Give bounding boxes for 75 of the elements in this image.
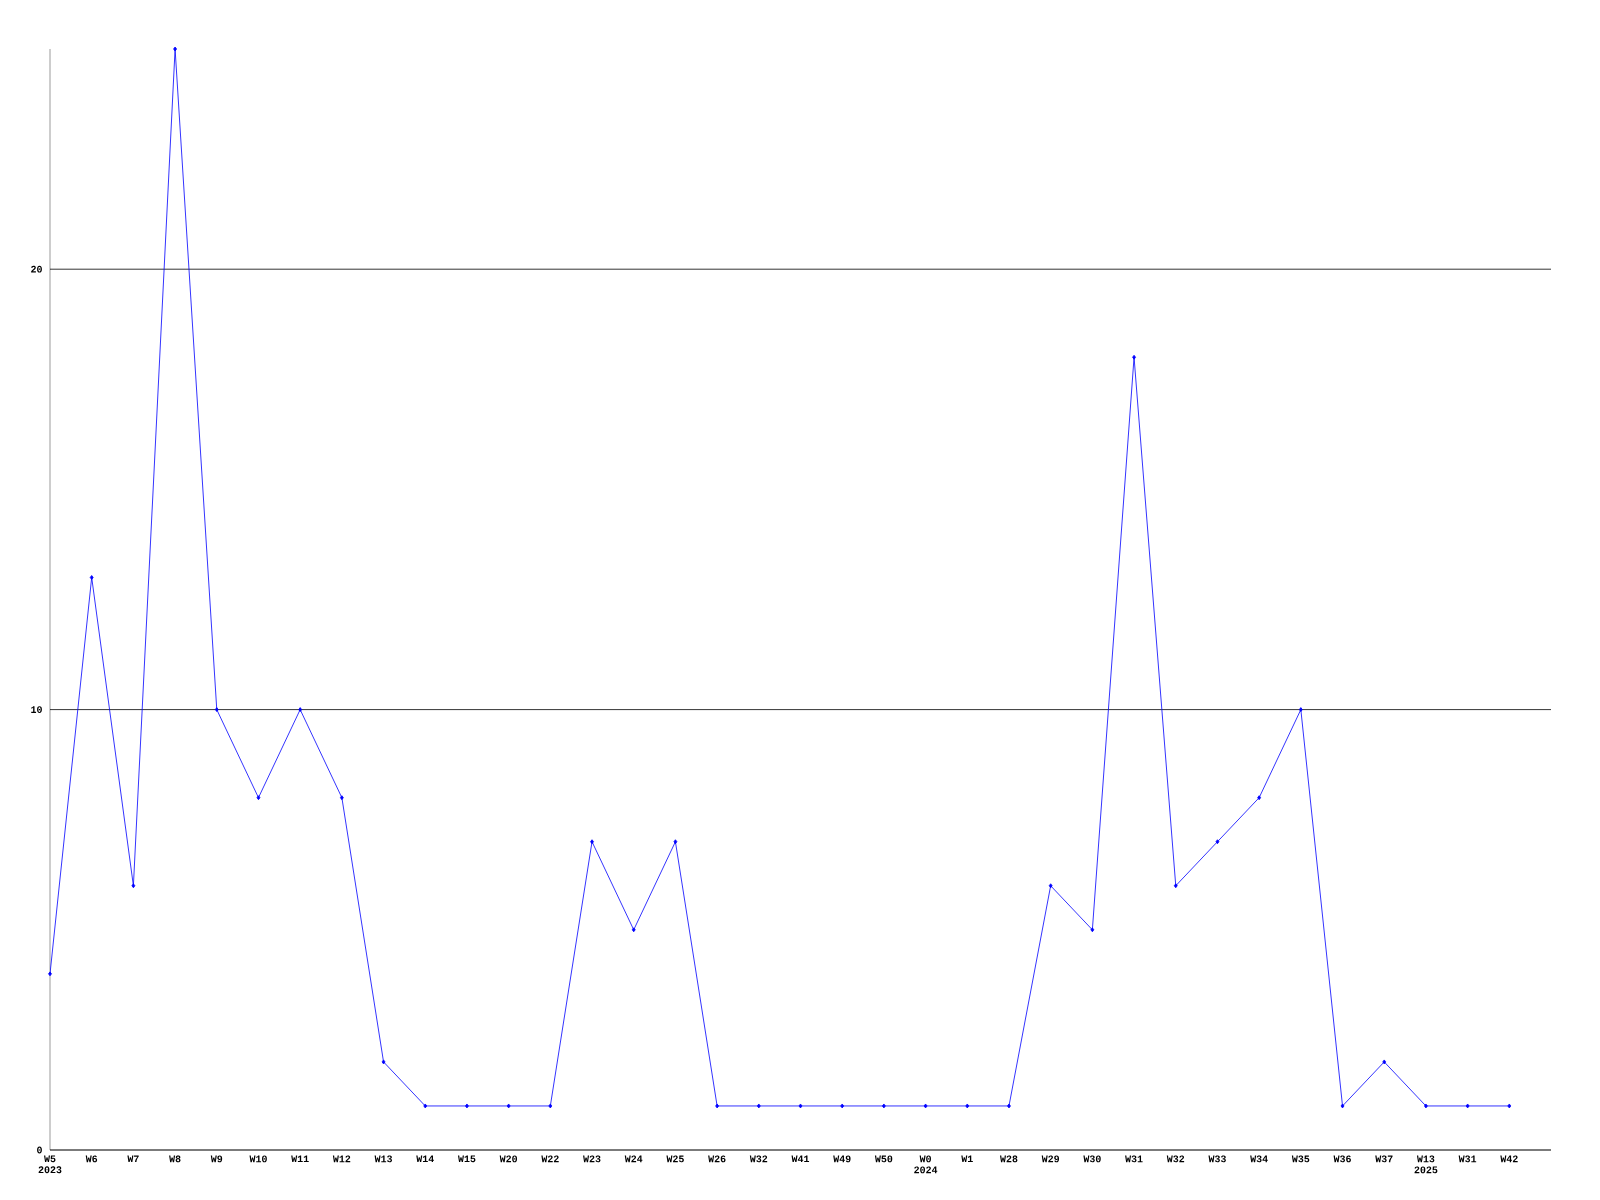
y-tick-label: 20 (31, 265, 42, 273)
point (89, 575, 94, 580)
x-tick-label: W23 (583, 1155, 601, 1163)
point (1340, 1103, 1345, 1109)
x-tick-label: W28 (1000, 1155, 1018, 1163)
x-tick-label: W35 (1291, 1155, 1310, 1163)
x-tick-label: W15 (457, 1155, 476, 1163)
point (756, 1103, 761, 1109)
y-tick-label: 0 (37, 1146, 42, 1154)
x-tick-label: W49 (833, 1155, 851, 1163)
x-tick-label: W7 (127, 1155, 139, 1163)
x-tick-label: W36 (1333, 1155, 1351, 1163)
point (48, 971, 52, 977)
x-tick-label: W13 (374, 1155, 393, 1163)
point (1507, 1103, 1512, 1109)
x-tick-label: W33 (1208, 1155, 1226, 1163)
point (1424, 1103, 1428, 1109)
x-tick-label: W12 (332, 1155, 351, 1163)
point (881, 1103, 886, 1109)
point (1090, 927, 1095, 933)
point (1257, 795, 1262, 801)
x-tick-label: W11 (291, 1155, 309, 1163)
point (465, 1103, 469, 1109)
x-tick-label: W32 (1166, 1155, 1185, 1163)
point (840, 1103, 845, 1109)
point (1465, 1103, 1470, 1109)
point (131, 883, 136, 889)
point (1132, 354, 1136, 360)
x-tick-label: W14 (416, 1155, 434, 1163)
x-tick-label: W6 (85, 1155, 98, 1163)
point (590, 839, 594, 845)
point (506, 1103, 511, 1109)
point (298, 707, 303, 712)
point (214, 707, 219, 712)
x-tick-label: W32 (749, 1155, 768, 1163)
x-tick-label: W13 2025 (1414, 1155, 1438, 1174)
x-tick-label: W50 (874, 1155, 893, 1163)
x-tick-label: W30 (1083, 1155, 1101, 1163)
x-tick-label: W25 (666, 1155, 684, 1163)
point (631, 927, 636, 933)
point (423, 1103, 428, 1109)
x-tick-label: W37 (1375, 1155, 1393, 1163)
x-tick-label: W22 (541, 1155, 559, 1163)
x-tick-label: W0 2024 (914, 1155, 938, 1174)
x-tick-label: W10 (249, 1155, 267, 1163)
point (1007, 1103, 1011, 1109)
point (1215, 839, 1220, 845)
x-tick-label: W5 2023 (38, 1155, 62, 1174)
point (1382, 1059, 1387, 1065)
point (256, 795, 261, 801)
x-tick-label: W29 (1041, 1155, 1060, 1163)
point (673, 839, 678, 845)
x-tick-label: W9 (210, 1155, 223, 1163)
point (923, 1103, 928, 1109)
point (548, 1103, 553, 1109)
point (798, 1103, 803, 1109)
x-tick-label: W24 (624, 1155, 643, 1163)
x-tick-label: W42 (1500, 1155, 1518, 1163)
x-tick-label: W41 (791, 1155, 810, 1163)
x-tick-label: W26 (708, 1155, 726, 1163)
x-tick-label: W20 (499, 1155, 518, 1163)
y-tick-label: 10 (31, 706, 42, 713)
point (965, 1103, 970, 1109)
point (715, 1103, 720, 1109)
point (1048, 883, 1053, 889)
point (1173, 883, 1178, 889)
x-tick-label: W8 (169, 1155, 181, 1163)
point (381, 1059, 386, 1065)
x-tick-label: W1 (961, 1155, 973, 1163)
point (339, 795, 344, 801)
x-tick-label: W34 (1250, 1155, 1268, 1163)
point (1298, 707, 1303, 712)
x-tick-label: W31 (1458, 1155, 1477, 1163)
point (173, 46, 177, 52)
x-tick-label: W31 (1125, 1155, 1143, 1163)
